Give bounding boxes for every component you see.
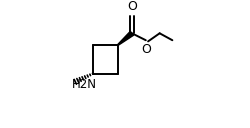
Text: O: O [141, 43, 151, 56]
Text: O: O [127, 0, 137, 13]
Text: H2N: H2N [72, 78, 97, 91]
Polygon shape [118, 31, 134, 45]
